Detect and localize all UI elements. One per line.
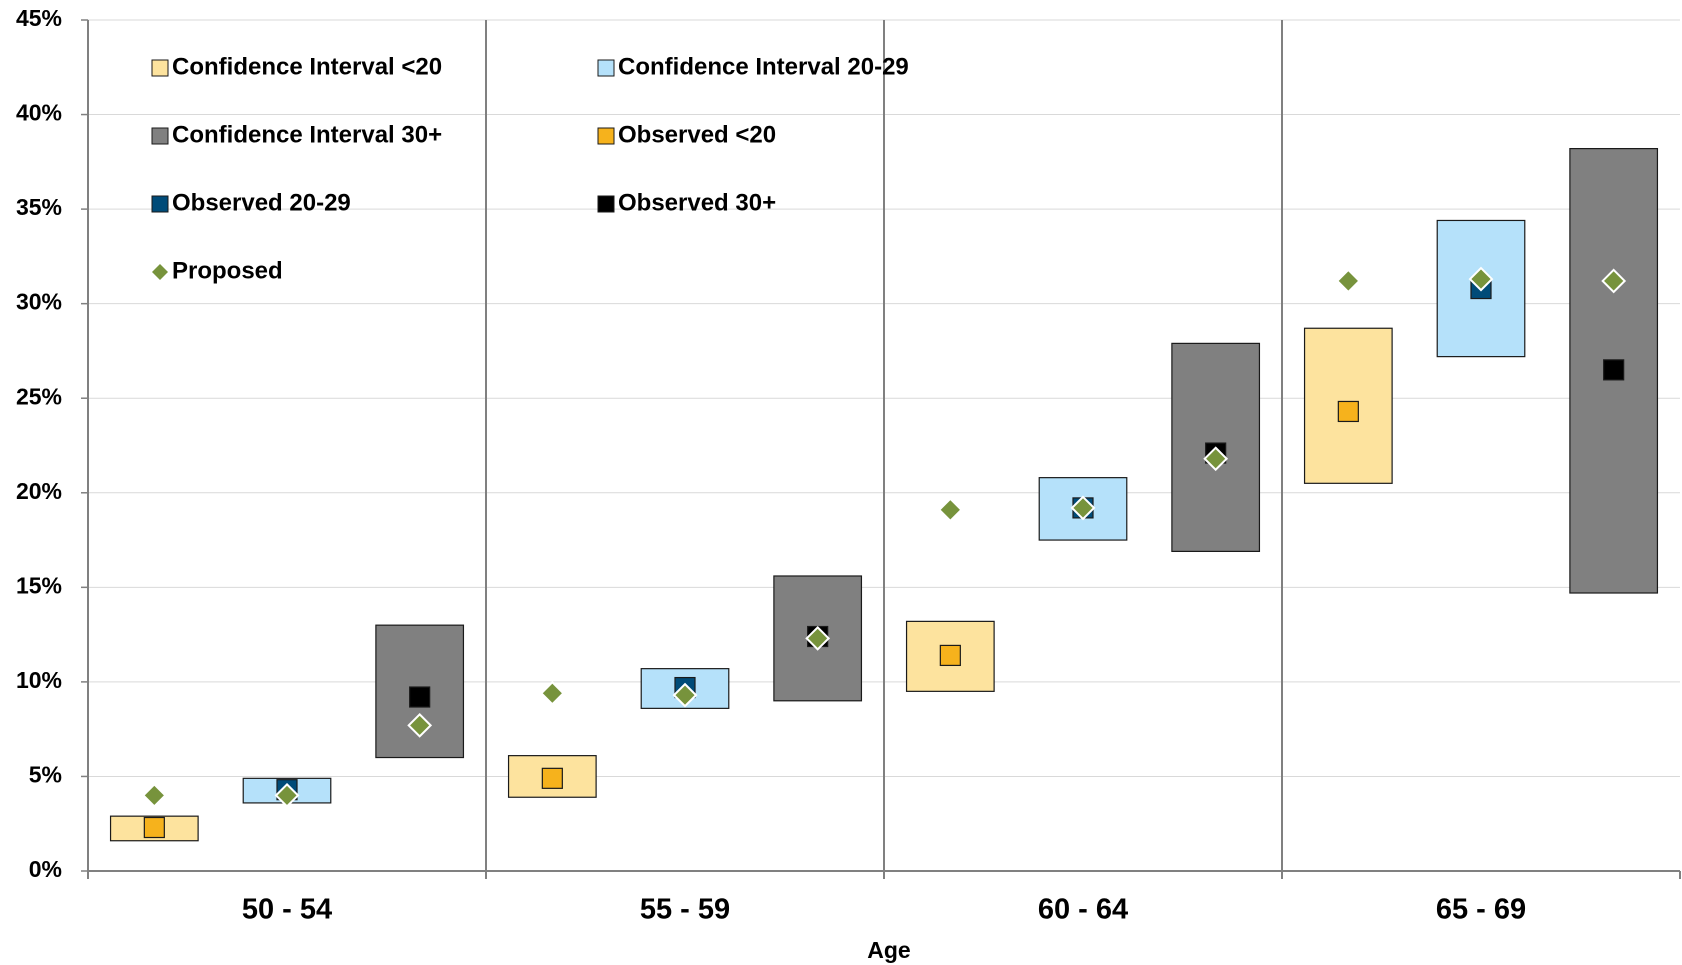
x-tick-label: 50 - 54 [242,894,332,926]
proposed-marker [539,680,565,706]
y-tick-label: 25% [16,383,62,409]
legend-marker [597,195,615,213]
proposed-marker [672,682,698,708]
observed-marker [939,644,961,667]
x-tick-label: 55 - 59 [640,894,730,926]
observed-marker [143,816,165,839]
legend-label: Confidence Interval <20 [172,53,442,80]
proposed-marker [1468,266,1494,292]
y-tick-label: 15% [16,572,62,598]
x-tick-label: 65 - 69 [1436,894,1526,926]
observed-marker [1603,359,1625,381]
y-tick-label: 20% [16,478,62,504]
legend-marker [151,195,169,213]
y-tick-label: 45% [16,5,62,31]
legend-marker [151,59,169,77]
legend-label: Observed <20 [618,121,776,148]
observed-marker [541,767,563,789]
legend-marker [597,59,615,77]
legend-marker [597,127,615,145]
observed-marker [1337,400,1359,423]
proposed-marker [1335,268,1361,294]
legend-marker [151,127,169,145]
y-tick-label: 10% [16,667,62,693]
y-tick-label: 5% [29,762,62,788]
x-axis-title: Age [867,937,910,963]
proposed-marker [1070,495,1096,521]
y-tick-label: 30% [16,289,62,315]
proposed-marker [937,497,963,523]
proposed-marker [1203,446,1229,472]
y-tick-label: 0% [29,856,62,882]
y-tick-label: 40% [16,100,62,126]
y-tick-label: 35% [16,194,62,220]
legend-label: Proposed [172,257,283,284]
legend-label: Observed 30+ [618,189,776,216]
confidence-box [773,575,863,702]
proposed-marker [1601,268,1627,294]
proposed-marker [407,712,433,738]
legend-marker [152,264,168,280]
proposed-marker [274,782,300,808]
legend-label: Confidence Interval 30+ [172,121,442,148]
x-tick-label: 60 - 64 [1038,894,1128,926]
proposed-marker [805,625,831,651]
legend-label: Confidence Interval 20-29 [618,53,909,80]
observed-marker [409,686,431,708]
legend-label: Observed 20-29 [172,189,351,216]
proposed-marker [141,782,167,808]
